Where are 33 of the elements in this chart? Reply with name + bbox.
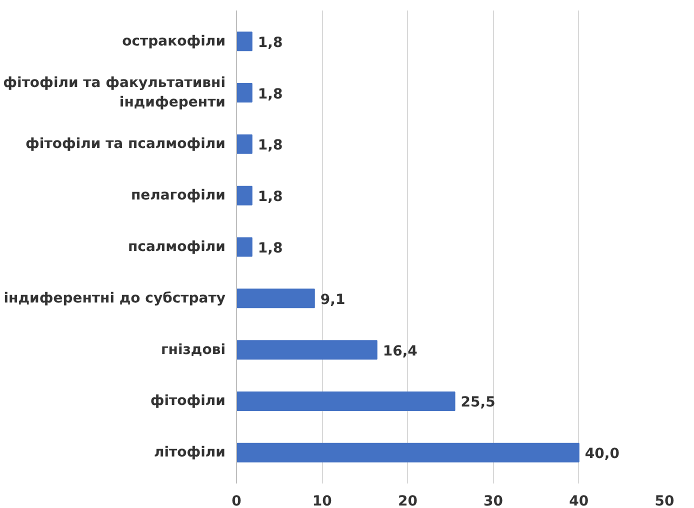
bar	[236, 288, 315, 308]
data-label: 9,1	[320, 292, 346, 308]
x-tick-label: 0	[232, 494, 242, 508]
y-tick-label: гніздові	[160, 342, 226, 358]
data-label: 16,4	[382, 343, 418, 360]
x-tick-label: 10	[312, 494, 332, 508]
bar	[236, 442, 580, 462]
data-label: 1,8	[258, 86, 283, 102]
x-tick-label: 40	[569, 494, 589, 508]
data-label: 1,8	[258, 34, 283, 51]
x-tick-label: 20	[398, 494, 418, 508]
bar	[236, 391, 456, 411]
y-tick-label: індиферентні до субстрату	[4, 290, 226, 306]
y-tick-label: літофіли	[154, 444, 226, 461]
y-tick-label: остракофіли	[122, 33, 226, 50]
y-tick-label: фітофіли	[150, 393, 226, 410]
y-tick-label: пелагофіли	[130, 188, 226, 204]
bar	[236, 83, 252, 103]
bar	[236, 340, 378, 360]
x-tick-label: 30	[484, 494, 504, 508]
y-tick-label: псалмофіли	[128, 239, 226, 255]
data-label: 40,0	[584, 446, 620, 462]
bar	[236, 186, 252, 206]
bar	[236, 32, 252, 52]
bar	[236, 237, 252, 257]
x-tick-label: 50	[654, 494, 674, 508]
data-label: 1,8	[258, 189, 283, 206]
y-tick-label: фітофіли та факультативні індиференти	[3, 75, 226, 110]
data-label: 1,8	[258, 240, 283, 256]
data-label: 1,8	[258, 138, 283, 154]
y-tick-label: фітофіли та псалмофіли	[26, 136, 226, 152]
data-label: 25,5	[460, 394, 496, 411]
bar	[236, 134, 252, 154]
